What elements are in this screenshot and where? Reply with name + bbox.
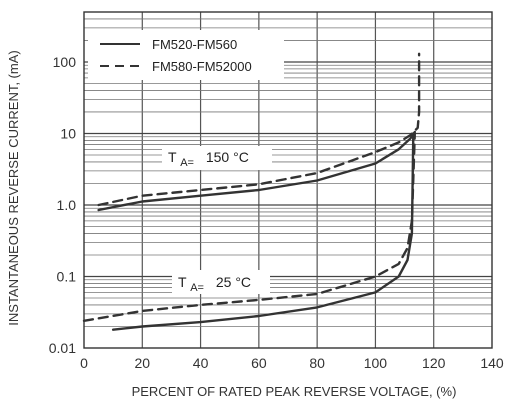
legend-label-fm580-fm52000: FM580-FM52000 [152, 59, 252, 74]
y-axis-label: INSTANTANEOUS REVERSE CURRENT, (mA) [6, 50, 21, 325]
y-tick-label: 100 [53, 54, 77, 70]
y-tick-label: 0.01 [49, 340, 76, 356]
x-axis-label: PERCENT OF RATED PEAK REVERSE VOLTAGE, (… [132, 384, 457, 399]
series-line-solid-150c [97, 130, 416, 212]
legend-label-fm520-fm560: FM520-FM560 [152, 37, 237, 52]
x-tick-label: 40 [193, 355, 209, 371]
series-group [82, 52, 421, 331]
legend-background [88, 30, 284, 80]
annotation-25c-sub: A= [190, 282, 204, 294]
annotation-25c: T A= 25 °C [172, 270, 270, 294]
annotation-150c-value: 150 °C [206, 149, 249, 165]
annotation-150c-sub: A= [180, 157, 194, 169]
x-tick-label: 100 [364, 355, 388, 371]
x-tick-label: 120 [422, 355, 446, 371]
x-tick-label: 60 [251, 355, 267, 371]
tick-labels: 0 20 40 60 80 100 120 140 0.01 0.1 1.0 10 100 [49, 54, 504, 371]
annotation-25c-t: T [178, 274, 187, 290]
y-tick-label: 0.1 [57, 268, 77, 284]
grid [84, 12, 492, 348]
annotation-25c-value: 25 °C [216, 274, 251, 290]
series-line-dashed-150c [97, 52, 421, 207]
legend: FM520-FM560 FM580-FM52000 [100, 37, 252, 74]
plot-frame [83, 11, 493, 349]
x-tick-label: 140 [480, 355, 504, 371]
x-tick-label: 80 [309, 355, 325, 371]
annotation-150c-t: T [168, 149, 177, 165]
y-tick-label: 10 [60, 125, 76, 141]
series-line-solid-25c [111, 132, 415, 331]
svg-text:T A= 25 °C: T A= 25 °C [178, 274, 251, 294]
x-tick-label: 20 [134, 355, 150, 371]
series-line-dashed-25c [82, 132, 416, 322]
annotation-150c: T A= 150 °C [162, 146, 272, 170]
x-tick-label: 0 [80, 355, 88, 371]
svg-text:T A= 150 °C: T A= 150 °C [168, 149, 249, 169]
y-tick-label: 1.0 [57, 197, 77, 213]
